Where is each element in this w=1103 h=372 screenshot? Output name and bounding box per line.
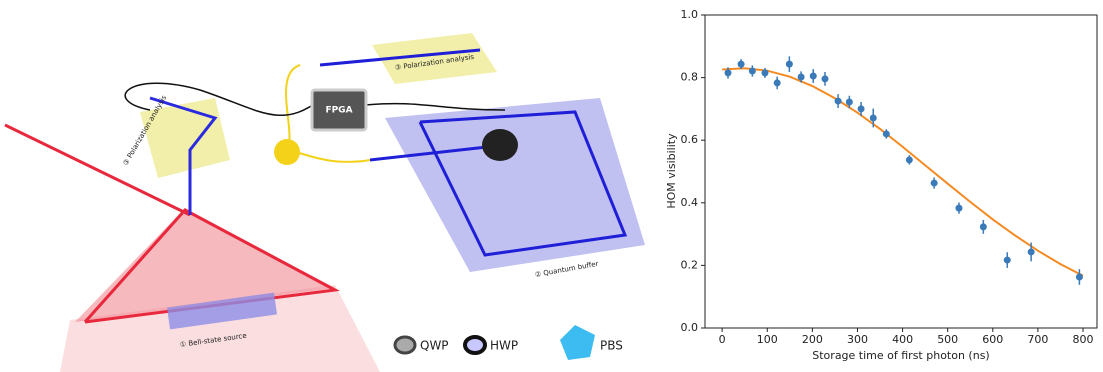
fit-line — [722, 68, 1083, 276]
y-tick-label: 0.8 — [681, 71, 699, 84]
x-tick-label: 300 — [847, 333, 868, 346]
data-point — [1004, 257, 1011, 264]
x-tick-label: 800 — [1073, 333, 1094, 346]
x-tick-label: 600 — [982, 333, 1003, 346]
legend-label: QWP — [420, 339, 449, 353]
x-tick-label: 0 — [719, 333, 726, 346]
cavity — [482, 129, 518, 161]
plot-frame — [705, 15, 1097, 328]
circulator — [274, 139, 300, 165]
data-point — [931, 180, 938, 187]
x-tick-label: 400 — [892, 333, 913, 346]
data-point — [725, 69, 732, 76]
x-tick-label: 100 — [757, 333, 778, 346]
data-point — [835, 98, 842, 105]
data-point — [1076, 273, 1083, 280]
data-point — [774, 79, 781, 86]
chip-label: FPGA — [325, 106, 352, 116]
data-point — [786, 61, 793, 68]
pbs-icon — [560, 325, 595, 360]
data-point — [810, 73, 817, 80]
data-point — [883, 130, 890, 137]
x-axis-label: Storage time of first photon (ns) — [812, 349, 989, 362]
legend-label: PBS — [600, 339, 623, 353]
data-point — [761, 69, 768, 76]
y-tick-label: 0.4 — [681, 196, 699, 209]
y-tick-label: 0.0 — [681, 321, 699, 334]
qwp-icon — [395, 337, 415, 353]
figure: FPGA ③ Polarization analysis ③ Polarizat… — [0, 0, 1103, 372]
y-tick-label: 1.0 — [681, 8, 699, 21]
x-tick-label: 200 — [802, 333, 823, 346]
hwp-icon — [465, 337, 485, 353]
legend-label: HWP — [490, 339, 518, 353]
data-point — [906, 156, 913, 163]
data-point — [980, 223, 987, 230]
y-tick-label: 0.6 — [681, 133, 699, 146]
y-tick-label: 0.2 — [681, 258, 699, 271]
data-point — [798, 73, 805, 80]
x-tick-label: 500 — [937, 333, 958, 346]
setup-label: ② Quantum buffer — [534, 260, 599, 279]
data-point — [858, 105, 865, 112]
data-point — [1028, 248, 1035, 255]
data-point — [749, 68, 756, 75]
y-axis-label: HOM visibility — [665, 133, 678, 209]
data-point — [821, 75, 828, 82]
setup-diagram: FPGA ③ Polarization analysis ③ Polarizat… — [5, 33, 645, 372]
data-point — [870, 114, 877, 121]
data-point — [846, 99, 853, 106]
data-point — [738, 61, 745, 68]
x-tick-label: 700 — [1027, 333, 1048, 346]
data-point — [955, 205, 962, 212]
chart: Storage time of first photon (ns) HOM vi… — [665, 8, 1097, 362]
